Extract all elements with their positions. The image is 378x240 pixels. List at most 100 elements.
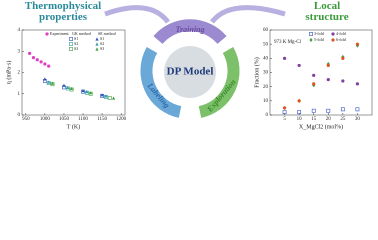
point	[100, 93, 104, 97]
x-axis-label: T (K)	[67, 123, 80, 130]
point	[66, 85, 70, 89]
point	[31, 56, 36, 60]
legend-marker	[309, 38, 313, 42]
point	[282, 106, 287, 110]
x-tick-label: 1150	[97, 117, 107, 122]
x-tick-label: 950	[22, 117, 30, 122]
center-label: DP Model	[167, 66, 214, 78]
legend-label: 6-fold	[336, 37, 346, 42]
point	[355, 42, 360, 46]
point	[341, 79, 345, 83]
x-tick-label: 1100	[78, 117, 88, 122]
point	[111, 96, 116, 100]
x-tick-label: 1200	[116, 117, 127, 122]
arc-labeling	[140, 47, 182, 118]
point	[43, 62, 47, 66]
y-tick-label: 0	[18, 113, 21, 118]
x-axis-label: X_MgCl2 (mol%)	[299, 123, 343, 130]
legend-marker	[69, 42, 73, 46]
point	[341, 56, 345, 60]
legend-label: S3	[100, 46, 104, 51]
point	[85, 90, 89, 94]
y-axis-label: η (mPa·s)	[5, 61, 12, 85]
point	[39, 60, 43, 64]
point	[62, 83, 66, 87]
right-title: Local structure	[305, 0, 349, 23]
legend-marker	[69, 47, 73, 51]
point	[43, 77, 47, 81]
y-tick-label: 2	[18, 71, 21, 76]
point	[107, 96, 112, 100]
legend-label: 4-fold	[336, 31, 346, 36]
point	[297, 63, 301, 68]
x-tick-label: 20	[326, 117, 332, 122]
legend-label: Experiment	[50, 31, 70, 36]
legend-marker	[309, 32, 313, 36]
point	[312, 82, 316, 86]
point	[297, 110, 302, 115]
center-circle	[164, 46, 216, 98]
point	[355, 107, 360, 112]
step-label: Training	[175, 25, 204, 34]
legend-marker	[45, 32, 49, 36]
x-tick-label: 15	[311, 117, 317, 122]
point	[355, 82, 360, 86]
legend-marker	[95, 47, 99, 51]
point	[47, 64, 51, 68]
y-tick-label: 10	[263, 99, 269, 104]
legend-group: SE method	[98, 31, 116, 36]
legend-label: 5-fold	[314, 37, 324, 42]
arc-training	[153, 19, 227, 45]
point	[282, 56, 287, 60]
y-tick-label: 30	[263, 71, 269, 76]
point	[326, 77, 330, 82]
legend-group: GK method	[72, 31, 91, 36]
point	[282, 110, 287, 115]
legend-label: 3-fold	[314, 31, 324, 36]
left-title: Thermophysical properties	[24, 0, 102, 23]
annotation: 973 K Mg-Cl	[274, 40, 302, 45]
x-tick-label: 1000	[40, 117, 51, 122]
legend-label: S2	[100, 41, 104, 46]
y-tick-label: 20	[263, 85, 269, 90]
x-tick-label: 25	[340, 117, 346, 122]
legend-label: S1	[100, 36, 104, 41]
point	[104, 94, 108, 98]
legend-marker	[69, 37, 73, 41]
y-tick-label: 60	[263, 28, 269, 33]
y-tick-label: 1	[18, 92, 21, 97]
point	[312, 73, 316, 77]
y-tick-label: 4	[18, 28, 21, 33]
canvas: DP Model Training Exploration Labeling 9…	[5, 5, 373, 130]
point	[47, 80, 51, 84]
arrow-left	[104, 5, 170, 24]
arc-exploration	[198, 47, 240, 118]
x-tick-label: 10	[297, 117, 303, 122]
point	[311, 108, 316, 113]
point	[35, 58, 39, 62]
legend-marker	[331, 38, 335, 42]
point	[326, 63, 330, 68]
point	[89, 91, 93, 95]
x-tick-label: 1050	[59, 117, 70, 122]
legend-label: S2	[74, 41, 78, 46]
x-tick-label: 5	[283, 117, 286, 122]
legend-marker	[331, 32, 335, 36]
y-tick-label: 50	[263, 42, 269, 47]
x-tick-label: 30	[355, 117, 361, 122]
graphical-abstract: DP Model Training Exploration Labeling 9…	[5, 0, 373, 131]
legend-marker	[95, 37, 99, 41]
point	[50, 81, 55, 85]
y-tick-label: 3	[18, 49, 21, 54]
point	[28, 51, 32, 55]
point	[81, 88, 85, 93]
legend-label: S3	[74, 46, 78, 51]
point	[326, 108, 331, 113]
point	[69, 86, 74, 91]
y-axis-label: Fraction (%)	[253, 57, 260, 88]
arrow-right	[210, 5, 286, 24]
point	[340, 107, 345, 112]
point	[297, 99, 301, 103]
y-tick-label: 0	[266, 113, 269, 118]
legend-marker	[95, 42, 99, 46]
